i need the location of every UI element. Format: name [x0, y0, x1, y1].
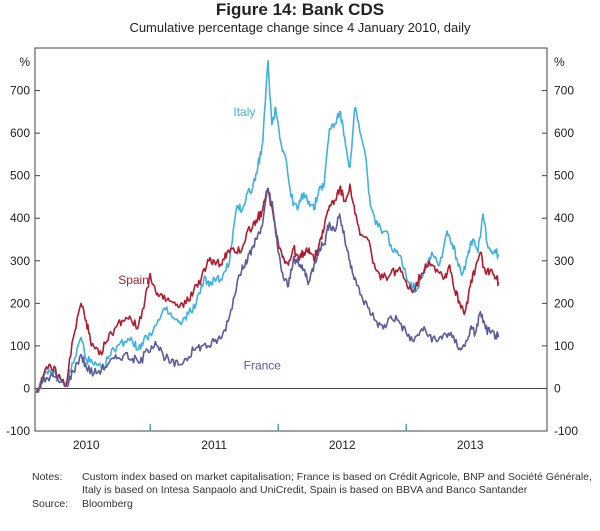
y-tick-label-right: 100	[554, 339, 574, 353]
notes-label: Notes:	[32, 471, 63, 483]
series-line-spain	[35, 183, 500, 393]
y-tick-label-right: 700	[554, 84, 574, 98]
y-tick-label-right: 300	[554, 254, 574, 268]
source-text: Bloomberg	[82, 498, 133, 510]
series-line-france	[35, 187, 500, 394]
chart-area: -100 -100 0 0 100 100 200 200 300 300 400 400 500 500…	[6, 47, 578, 452]
y-axis-unit-left: %	[19, 55, 30, 69]
y-tick-label-right: 200	[554, 296, 574, 310]
plot-frame	[34, 47, 548, 432]
x-tick-label: 2013	[457, 438, 484, 452]
chart-subtitle: Cumulative percentage change since 4 Jan…	[129, 20, 471, 35]
y-tick-label-left: 500	[10, 169, 30, 183]
y-axis-unit-right: %	[554, 55, 565, 69]
y-tick-label-left: 0	[23, 381, 30, 395]
x-tick-label: 2011	[201, 438, 227, 452]
notes-block: Notes: Custom index based on market capi…	[32, 471, 596, 511]
y-tick-label-left: 300	[10, 254, 30, 268]
y-tick-label-left: -100	[6, 424, 30, 438]
x-tick-label: 2010	[73, 438, 100, 452]
series-label-france: France	[244, 358, 282, 372]
y-tick-label-right: 500	[554, 169, 574, 183]
y-tick-label-right: 0	[554, 381, 561, 395]
y-tick-label-left: 400	[10, 211, 30, 225]
source-label: Source:	[32, 498, 69, 510]
series-label-spain: Spain	[118, 273, 149, 287]
y-tick-label-right: 600	[554, 126, 574, 140]
chart-title: Figure 14: Bank CDS	[215, 0, 385, 19]
y-tick-label-left: 100	[10, 339, 30, 353]
y-tick-label-left: 600	[10, 126, 30, 140]
x-tick-label: 2012	[329, 438, 356, 452]
series-line-italy	[35, 60, 500, 393]
y-tick-label-right: -100	[554, 424, 578, 438]
series-label-italy: Italy	[233, 105, 255, 119]
y-tick-label-left: 200	[10, 296, 30, 310]
notes-text: Custom index based on market capitalisat…	[82, 471, 592, 496]
y-tick-label-right: 400	[554, 211, 574, 225]
y-tick-label-left: 700	[10, 84, 30, 98]
